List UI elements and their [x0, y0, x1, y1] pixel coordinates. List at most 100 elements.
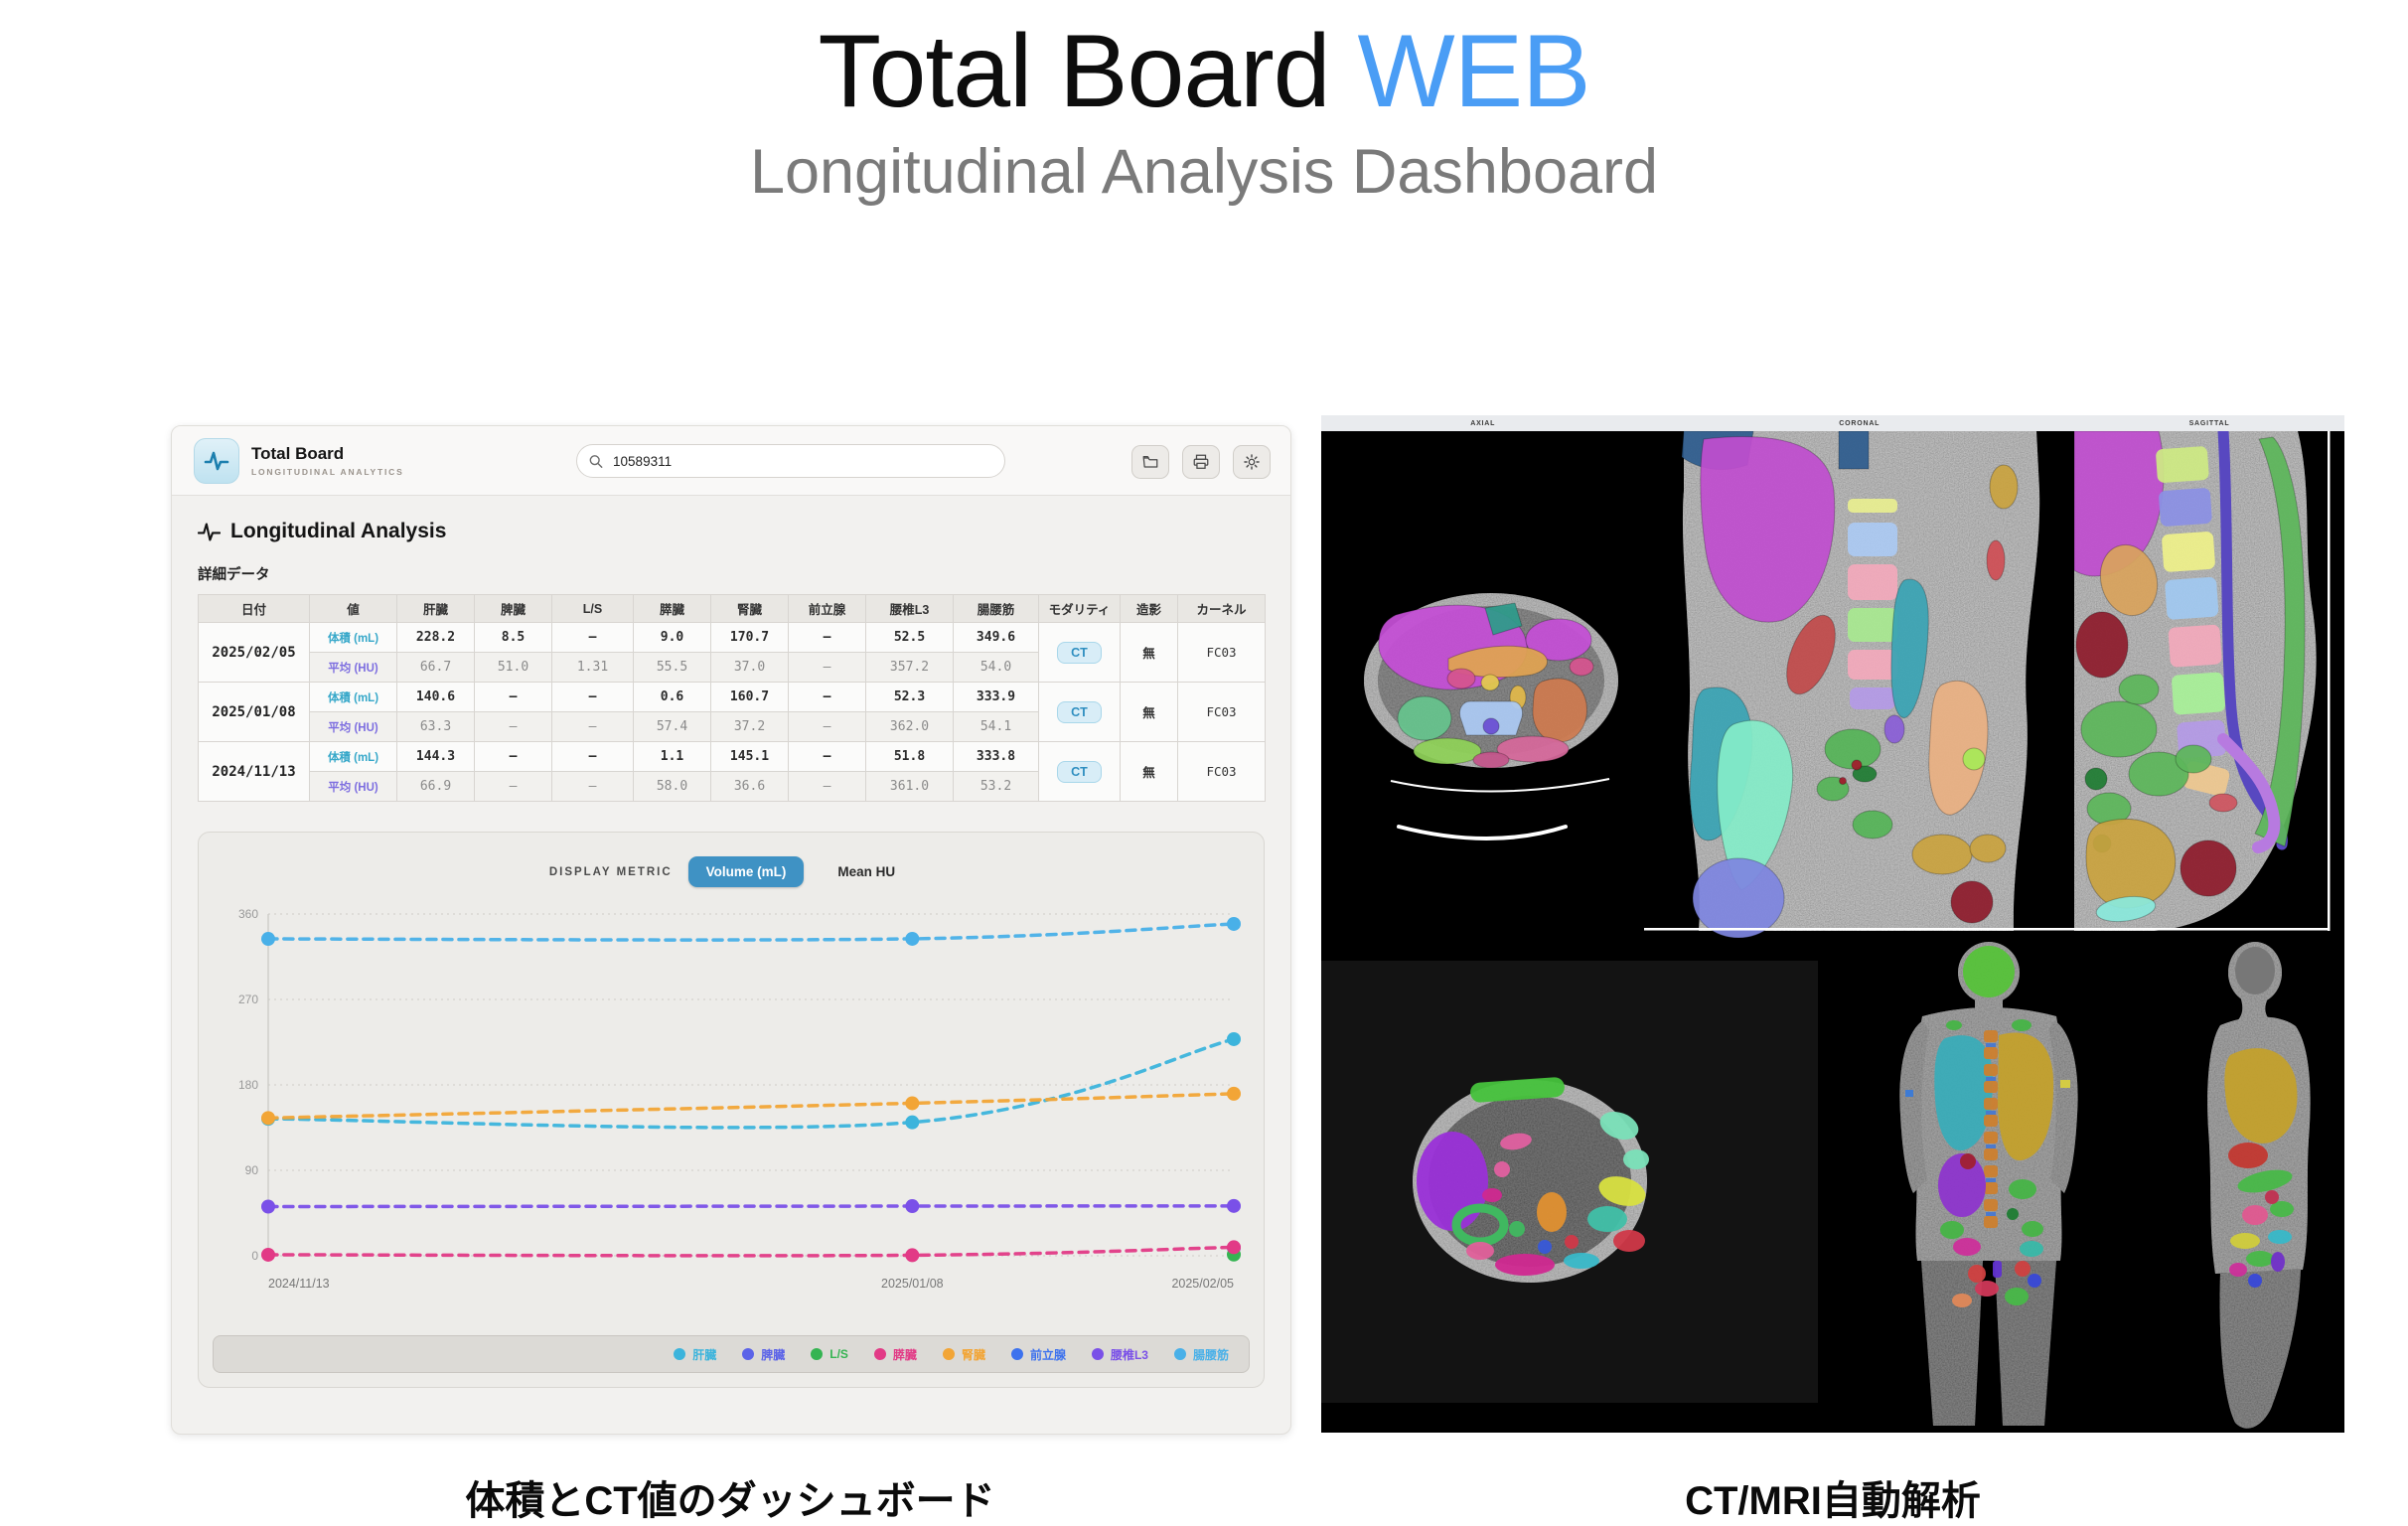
column-header: 腸腰筋 [953, 594, 1039, 623]
legend-item[interactable]: 腰椎L3 [1091, 1346, 1148, 1363]
table-cell: 1.1 [633, 741, 711, 772]
legend-item[interactable]: 前立腺 [1010, 1346, 1066, 1363]
caption-dashboard: 体積とCT値のダッシュボード [465, 1479, 995, 1523]
table-cell: 体積 (mL) [309, 622, 397, 653]
table-cell: – [788, 741, 866, 772]
table-cell: 333.8 [953, 741, 1039, 772]
table-cell: 55.5 [633, 652, 711, 683]
modality-badge: CT [1057, 700, 1102, 723]
table-cell: 54.1 [953, 711, 1039, 742]
dashboard-header: Total Board LONGITUDINAL ANALYTICS [172, 426, 1290, 496]
mri-axial-view [1321, 961, 1818, 1403]
view-label-sagittal: SAGITTAL [2188, 419, 2230, 427]
table-cell: 0.6 [633, 682, 711, 712]
table-cell: 平均 (HU) [309, 771, 397, 802]
search-input[interactable] [611, 452, 992, 470]
svg-text:360: 360 [238, 907, 258, 921]
settings-button[interactable] [1233, 445, 1271, 479]
chart-legend: 肝臓 脾臓 L/S 膵臓 腎臓 前立腺 腰椎L3 腸腰筋 [213, 1335, 1250, 1373]
table-cell: CT [1038, 622, 1121, 683]
viewer-panel: AXIAL CORONAL SAGITTAL [1321, 415, 2344, 1433]
table-cell: 36.6 [710, 771, 789, 802]
medical-image-grid [1321, 425, 2344, 1433]
svg-text:2025/01/08: 2025/01/08 [881, 1277, 944, 1291]
modality-badge: CT [1057, 760, 1102, 783]
table-row: 2025/01/08 体積 (mL) 140.6– –0.6 160.7–52.3 333… [198, 682, 1266, 742]
legend-item[interactable]: 腸腰筋 [1173, 1346, 1229, 1363]
search-box[interactable] [576, 444, 1005, 478]
table-cell: 140.6 [396, 682, 475, 712]
column-header: 腰椎L3 [865, 594, 954, 623]
svg-text:2024/11/13: 2024/11/13 [268, 1277, 330, 1291]
mri-coronal-view [1899, 942, 2078, 1426]
table-cell: 体積 (mL) [309, 741, 397, 772]
legend-dot-icon [811, 1348, 824, 1360]
section-title: Longitudinal Analysis [230, 520, 447, 542]
legend-label: 腰椎L3 [1110, 1347, 1148, 1362]
table-cell: 無 [1120, 622, 1178, 683]
table-cell: – [551, 682, 634, 712]
legend-item[interactable]: 膵臓 [873, 1346, 917, 1363]
table-header: 日付値肝臓 脾臓 L/S 膵臓 腎臓 前立腺 腰椎L3 腸腰筋 モダリティ 造影 カーネル [198, 594, 1266, 623]
legend-label: 腸腰筋 [1192, 1347, 1229, 1362]
detail-data-table: 日付値肝臓 脾臓 L/S 膵臓 腎臓 前立腺 腰椎L3 腸腰筋 モダリティ 造影 カーネル 2025… [198, 594, 1266, 802]
ct-sagittal-view [2073, 425, 2331, 931]
table-cell: 平均 (HU) [309, 711, 397, 742]
legend-dot-icon [742, 1348, 755, 1360]
legend-item[interactable]: 腎臓 [942, 1346, 985, 1363]
metric-volume-button[interactable]: Volume (mL) [687, 856, 805, 887]
table-cell: 51.8 [865, 741, 954, 772]
activity-icon [198, 522, 221, 541]
chart-card: DISPLAY METRIC Volume (mL) Mean HU 0 90 18… [198, 832, 1265, 1388]
print-button[interactable] [1182, 445, 1220, 479]
table-cell: 2025/01/08 [198, 682, 310, 742]
column-header: 膵臓 [633, 594, 711, 623]
detail-data-label: 詳細データ [198, 567, 270, 583]
display-metric-label: DISPLAY METRIC [548, 865, 673, 878]
ct-coronal-view [1681, 430, 2040, 939]
svg-text:0: 0 [251, 1249, 258, 1263]
table-row: 平均 (HU) 66.7 51.0 1.31 55.5 37.0–357.2 54.0 [199, 652, 1266, 683]
open-folder-button[interactable] [1131, 445, 1169, 479]
legend-item[interactable]: 脾臓 [742, 1346, 785, 1363]
table-cell: CT [1038, 741, 1121, 802]
legend-label: 前立腺 [1029, 1347, 1066, 1362]
legend-item[interactable]: L/S [811, 1347, 848, 1361]
longitudinal-chart: 0 90 180 270 360 2024/11/13 2025/01/08 2025/02/… [238, 907, 1241, 1291]
table-cell: 2025/02/05 [198, 622, 310, 683]
svg-text:270: 270 [238, 992, 258, 1006]
table-cell: 平均 (HU) [309, 652, 397, 683]
table-cell: – [474, 771, 552, 802]
table-cell: – [551, 741, 634, 772]
search-icon [589, 454, 603, 468]
table-cell: CT [1038, 682, 1121, 742]
column-header: 腎臓 [710, 594, 789, 623]
legend-label: 膵臓 [892, 1347, 917, 1362]
metric-meanhu-button[interactable]: Mean HU [837, 864, 896, 879]
legend-label: L/S [829, 1347, 848, 1361]
table-cell: – [788, 622, 866, 653]
column-header: モダリティ [1038, 594, 1121, 623]
svg-text:90: 90 [245, 1163, 259, 1177]
table-cell: 58.0 [633, 771, 711, 802]
view-label-axial: AXIAL [1470, 419, 1496, 427]
legend-dot-icon [1091, 1348, 1104, 1360]
legend-item[interactable]: 肝臓 [674, 1346, 716, 1363]
table-cell: – [788, 682, 866, 712]
legend-dot-icon [674, 1348, 686, 1360]
legend-label: 腎臓 [961, 1347, 985, 1362]
table-cell: 54.0 [953, 652, 1039, 683]
activity-icon [204, 451, 229, 470]
table-cell: – [551, 711, 634, 742]
table-cell: 357.2 [865, 652, 954, 683]
column-header: カーネル [1177, 594, 1266, 623]
table-cell: 333.9 [953, 682, 1039, 712]
table-cell: 1.31 [551, 652, 634, 683]
table-cell: 53.2 [953, 771, 1039, 802]
table-cell: 51.0 [474, 652, 552, 683]
ct-axial-view [1364, 593, 1618, 840]
table-cell: 228.2 [396, 622, 475, 653]
table-cell: 体積 (mL) [309, 682, 397, 712]
dashboard-panel: Total Board LONGITUDINAL ANALYTICS [171, 425, 1291, 1435]
column-header: 脾臓 [474, 594, 552, 623]
